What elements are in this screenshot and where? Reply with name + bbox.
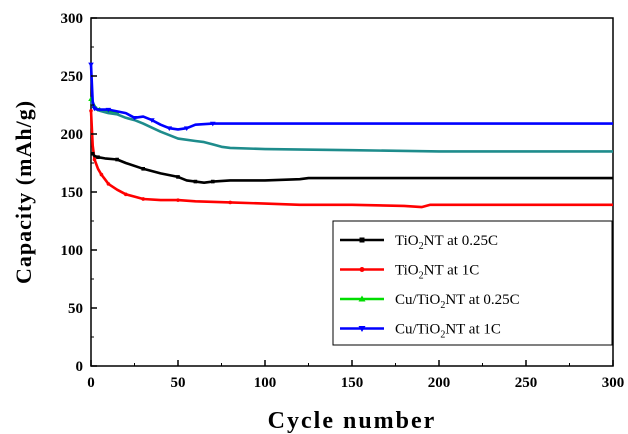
y-tick-label: 150 <box>61 185 84 201</box>
series-line-cu-tio2nt-at-1c <box>89 64 613 131</box>
data-point-cu-tio2nt-at-1c <box>131 115 138 121</box>
series-line-tio2nt-at-1c <box>89 110 613 209</box>
data-point-tio2nt-at-1c <box>106 182 111 186</box>
y-tick-label: 250 <box>61 69 84 85</box>
data-point-tio2nt-at-0-25c <box>211 179 215 184</box>
data-point-tio2nt-at-1c <box>89 109 93 113</box>
data-point-tio2nt-at-1c <box>124 192 128 197</box>
x-tick-label: 100 <box>254 375 277 391</box>
legend-marker-cu-tio2nt-at-1c <box>358 326 366 332</box>
x-tick-label: 50 <box>171 375 186 391</box>
data-point-cu-tio2nt-at-1c <box>210 121 216 127</box>
legend-marker-cu-tio2nt-at-0-25c <box>358 295 366 302</box>
y-tick-label: 300 <box>61 11 84 27</box>
y-tick-label: 200 <box>61 127 84 143</box>
x-tick-label: 300 <box>602 375 625 391</box>
data-point-cu-tio2nt-at-1c <box>183 126 190 131</box>
data-layer <box>88 62 613 209</box>
legend-label-cu-tio2nt-at-1c: Cu/TiO2NT at 1C <box>395 322 501 341</box>
data-point-tio2nt-at-0-25c <box>115 157 119 162</box>
data-point-tio2nt-at-1c <box>141 197 145 201</box>
data-point-tio2nt-at-1c <box>99 172 104 177</box>
series-cu-tio2nt-at-1c <box>88 62 613 131</box>
data-point-cu-tio2nt-at-1c <box>149 118 155 123</box>
legend: TiO2NT at 0.25C TiO2NT at 1C Cu/TiO2NT at … <box>332 220 613 346</box>
legend-label-tio2nt-at-0-25c: TiO2NT at 0.25C <box>395 233 498 252</box>
series-tio2nt-at-0-25c <box>90 151 613 184</box>
legend-marker-tio2nt-at-0-25c <box>359 237 365 243</box>
data-point-cu-tio2nt-at-1c <box>91 106 98 112</box>
y-tick-label: 50 <box>68 301 83 317</box>
data-point-tio2nt-at-0-25c <box>141 167 145 171</box>
legend-label-tio2nt-at-1c: TiO2NT at 1C <box>395 263 479 282</box>
data-point-cu-tio2nt-at-1c <box>166 126 173 131</box>
legend-box <box>332 220 613 346</box>
x-tick-label: 250 <box>515 375 538 391</box>
data-point-tio2nt-at-1c <box>228 200 232 205</box>
x-axis-title: Cycle number <box>268 408 437 434</box>
y-axis-title: Capacity (mAh/g) <box>11 100 36 284</box>
y-tick-label: 0 <box>76 359 84 375</box>
data-point-tio2nt-at-0-25c <box>90 151 95 156</box>
data-point-tio2nt-at-0-25c <box>96 155 100 159</box>
x-tick-label: 0 <box>87 375 95 391</box>
data-point-cu-tio2nt-at-1c <box>105 107 112 113</box>
data-point-tio2nt-at-0-25c <box>193 179 198 184</box>
axes-layer: 0 50 100 150 200 250 300 0 50 100 150 200 250 300 <box>61 11 625 391</box>
series-line-unlabeled <box>89 100 613 153</box>
legend-label-cu-tio2nt-at-0-25c: Cu/TiO2NT at 0.25C <box>395 292 520 311</box>
series-line-tio2nt-at-0-25c <box>91 152 613 184</box>
y-tick-label: 100 <box>61 243 84 259</box>
data-point-cu-tio2nt-at-1c <box>88 62 94 68</box>
x-tick-label: 200 <box>428 375 451 391</box>
data-point-tio2nt-at-1c <box>92 157 97 162</box>
series-unlabeled <box>89 100 613 153</box>
x-tick-label: 150 <box>341 375 364 391</box>
data-point-tio2nt-at-1c <box>176 198 180 202</box>
legend-marker-tio2nt-at-1c <box>359 267 365 272</box>
data-point-tio2nt-at-0-25c <box>176 175 180 179</box>
series-tio2nt-at-1c <box>89 109 613 209</box>
